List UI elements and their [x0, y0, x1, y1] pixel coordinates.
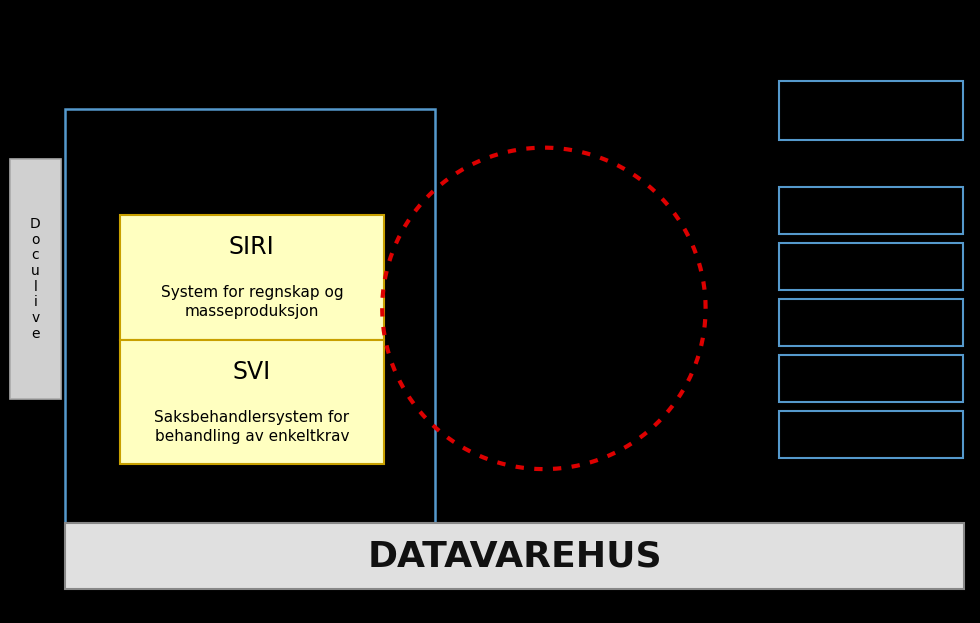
- Bar: [65, 523, 964, 589]
- Text: SIRI: SIRI: [229, 235, 274, 259]
- Text: DATAVAREHUS: DATAVAREHUS: [368, 539, 662, 573]
- Text: Saksbehandlersystem for
behandling av enkeltkrav: Saksbehandlersystem for behandling av en…: [154, 410, 350, 444]
- Bar: [779, 81, 963, 140]
- Bar: [65, 109, 435, 523]
- Text: System for regnskap og
masseproduksjon: System for regnskap og masseproduksjon: [161, 285, 343, 319]
- Text: SVI: SVI: [232, 360, 271, 384]
- Bar: [120, 340, 384, 464]
- Bar: [779, 187, 963, 234]
- Bar: [779, 411, 963, 458]
- Bar: [779, 355, 963, 402]
- Text: D
o
c
u
l
i
v
e: D o c u l i v e: [30, 217, 40, 341]
- Bar: [10, 159, 61, 399]
- Bar: [779, 299, 963, 346]
- Bar: [779, 243, 963, 290]
- Bar: [120, 215, 384, 340]
